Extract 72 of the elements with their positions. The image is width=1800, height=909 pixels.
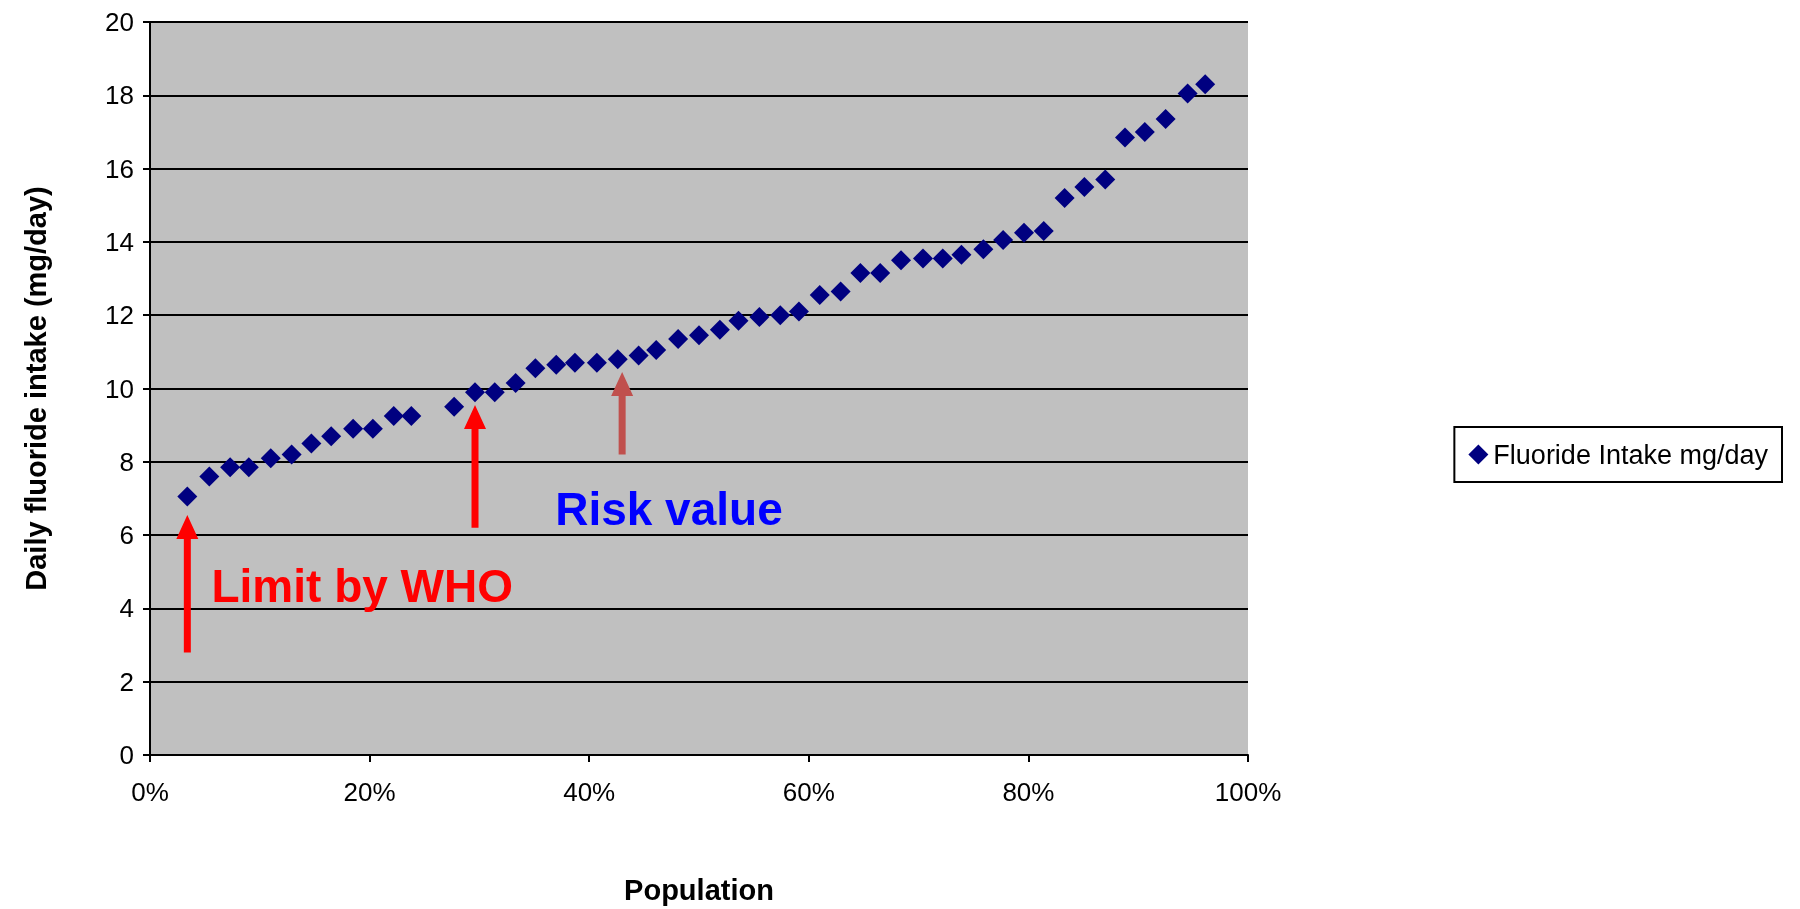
point bbox=[993, 230, 1014, 251]
point bbox=[788, 301, 809, 322]
point bbox=[199, 466, 220, 487]
point bbox=[850, 263, 871, 284]
point bbox=[362, 418, 383, 439]
point bbox=[1074, 176, 1095, 197]
point bbox=[830, 281, 851, 302]
point bbox=[484, 382, 505, 403]
x-tick-label: 80% bbox=[1002, 777, 1055, 807]
point bbox=[383, 405, 404, 426]
point bbox=[1095, 169, 1116, 190]
x-tick-label: 0% bbox=[131, 777, 169, 807]
annotation: Limit by WHO bbox=[211, 560, 514, 613]
point bbox=[1014, 222, 1035, 243]
point bbox=[749, 307, 770, 328]
y-tick-label: 20 bbox=[105, 7, 134, 37]
point bbox=[1155, 109, 1176, 130]
annotation: Risk value bbox=[555, 483, 783, 536]
point bbox=[932, 248, 953, 269]
y-tick-label: 2 bbox=[119, 666, 134, 697]
point bbox=[525, 358, 546, 379]
point bbox=[564, 352, 585, 373]
point bbox=[1115, 127, 1136, 148]
point bbox=[809, 285, 830, 306]
point bbox=[177, 486, 198, 507]
point bbox=[1195, 74, 1216, 95]
point bbox=[728, 310, 749, 331]
x-tick-label: 40% bbox=[563, 777, 616, 807]
point bbox=[709, 319, 730, 340]
x-tick-label: 60% bbox=[782, 777, 835, 807]
point bbox=[689, 325, 709, 346]
y-tick-label: 8 bbox=[119, 446, 134, 477]
point bbox=[401, 405, 422, 426]
point bbox=[607, 349, 628, 370]
point bbox=[260, 448, 281, 469]
point bbox=[343, 418, 364, 439]
point bbox=[238, 457, 259, 478]
point bbox=[912, 248, 933, 269]
y-tick-label: 14 bbox=[105, 226, 134, 257]
y-tick-label: 12 bbox=[105, 300, 134, 331]
point bbox=[1177, 83, 1198, 104]
point bbox=[505, 373, 526, 393]
point bbox=[1134, 121, 1155, 142]
x-tick-label: 20% bbox=[343, 777, 396, 807]
y-tick-label: 16 bbox=[105, 153, 134, 184]
point bbox=[1054, 187, 1075, 208]
point bbox=[668, 329, 689, 350]
point bbox=[973, 239, 994, 260]
point bbox=[628, 345, 649, 366]
y-tick-label: 10 bbox=[105, 373, 134, 404]
x-axis-title: Population bbox=[624, 873, 774, 906]
point bbox=[321, 426, 342, 447]
point bbox=[220, 457, 241, 478]
point bbox=[870, 263, 891, 284]
y-tick-label: 6 bbox=[119, 520, 134, 551]
point bbox=[891, 250, 912, 271]
point bbox=[951, 244, 972, 265]
point bbox=[770, 305, 791, 326]
point bbox=[646, 340, 667, 361]
y-tick-label: 4 bbox=[119, 593, 134, 624]
legend-label: Fluoride Intake mg/day bbox=[1493, 439, 1769, 470]
point bbox=[546, 354, 567, 375]
x-tick-label: 100% bbox=[1214, 777, 1282, 807]
point bbox=[301, 433, 322, 454]
point bbox=[444, 396, 465, 417]
y-tick-label: 18 bbox=[105, 80, 134, 111]
y-tick-label: 0 bbox=[119, 740, 134, 770]
point bbox=[586, 352, 607, 373]
y-axis-title: Daily fluoride intake (mg/day) bbox=[19, 186, 52, 591]
point bbox=[281, 444, 302, 465]
point bbox=[1033, 220, 1054, 241]
point bbox=[465, 382, 486, 403]
